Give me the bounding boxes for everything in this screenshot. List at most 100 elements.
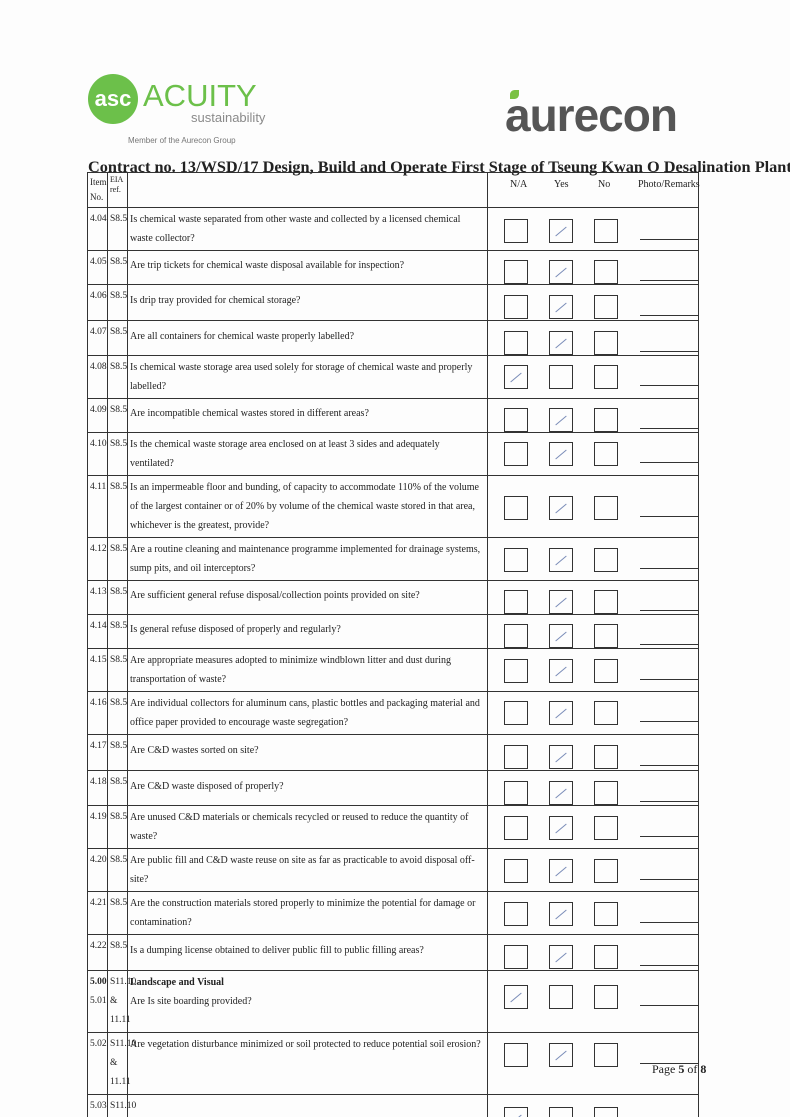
no-checkbox[interactable] [594,331,618,355]
no-checkbox[interactable] [594,295,618,319]
remarks-field[interactable] [640,568,698,569]
yes-checkbox[interactable] [549,331,573,355]
no-checkbox[interactable] [594,985,618,1009]
table-row: 4.04 S8.5 Is chemical waste separated from… [87,207,699,251]
remarks-field[interactable] [640,644,698,645]
no-checkbox[interactable] [594,859,618,883]
na-checkbox[interactable] [504,985,528,1009]
remarks-field[interactable] [640,679,698,680]
na-checkbox[interactable] [504,590,528,614]
na-checkbox[interactable] [504,442,528,466]
yes-checkbox[interactable] [549,701,573,725]
remarks-field[interactable] [640,428,698,429]
no-checkbox[interactable] [594,1107,618,1117]
item-number: 4.06 [90,291,107,301]
na-checkbox[interactable] [504,745,528,769]
na-header: N/A [510,179,528,190]
eia-ref: S8.5 [110,941,128,951]
remarks-field[interactable] [640,351,698,352]
na-checkbox[interactable] [504,659,528,683]
na-checkbox[interactable] [504,1107,528,1117]
remarks-field[interactable] [640,879,698,880]
na-checkbox[interactable] [504,624,528,648]
yes-checkbox[interactable] [549,295,573,319]
document-title: Contract no. 13/WSD/17 Design, Build and… [88,157,790,176]
yes-checkbox[interactable] [549,659,573,683]
yes-checkbox[interactable] [549,945,573,969]
yes-checkbox[interactable] [549,985,573,1009]
remarks-field[interactable] [640,239,698,240]
remarks-field[interactable] [640,801,698,802]
remarks-field[interactable] [640,721,698,722]
remarks-field[interactable] [640,1063,698,1064]
na-checkbox[interactable] [504,859,528,883]
yes-checkbox[interactable] [549,408,573,432]
yes-checkbox[interactable] [549,816,573,840]
no-checkbox[interactable] [594,590,618,614]
remarks-field[interactable] [640,516,698,517]
yes-checkbox[interactable] [549,1107,573,1117]
na-checkbox[interactable] [504,945,528,969]
no-checkbox[interactable] [594,408,618,432]
na-checkbox[interactable] [504,1043,528,1067]
remarks-field[interactable] [640,922,698,923]
na-checkbox[interactable] [504,816,528,840]
remarks-field[interactable] [640,1005,698,1006]
table-row: 4.16 S8.5 Are individual collectors for al… [87,691,699,735]
remarks-field[interactable] [640,385,698,386]
yes-checkbox[interactable] [549,219,573,243]
yes-checkbox[interactable] [549,590,573,614]
yes-checkbox[interactable] [549,624,573,648]
yes-checkbox[interactable] [549,548,573,572]
question-text: Is chemical waste storage area used sole… [130,362,473,392]
no-checkbox[interactable] [594,745,618,769]
yes-checkbox[interactable] [549,496,573,520]
no-checkbox[interactable] [594,496,618,520]
no-checkbox[interactable] [594,219,618,243]
na-checkbox[interactable] [504,496,528,520]
no-checkbox[interactable] [594,701,618,725]
na-checkbox[interactable] [504,781,528,805]
remarks-field[interactable] [640,315,698,316]
question-text: Are C&D waste disposed of properly? [130,780,284,792]
yes-checkbox[interactable] [549,1043,573,1067]
remarks-field[interactable] [640,836,698,837]
no-checkbox[interactable] [594,624,618,648]
yes-checkbox[interactable] [549,859,573,883]
yes-checkbox[interactable] [549,365,573,389]
no-checkbox[interactable] [594,260,618,284]
na-checkbox[interactable] [504,408,528,432]
na-checkbox[interactable] [504,365,528,389]
na-checkbox[interactable] [504,701,528,725]
remarks-field[interactable] [640,280,698,281]
na-checkbox[interactable] [504,331,528,355]
remarks-field[interactable] [640,965,698,966]
eia-ref: 11.11 [110,1077,131,1087]
na-checkbox[interactable] [504,219,528,243]
remarks-field[interactable] [640,765,698,766]
yes-checkbox[interactable] [549,260,573,284]
no-checkbox[interactable] [594,1043,618,1067]
no-checkbox[interactable] [594,945,618,969]
table-row: 4.17 S8.5 Are C&D wastes sorted on site? [87,734,699,771]
no-checkbox[interactable] [594,902,618,926]
yes-checkbox[interactable] [549,781,573,805]
no-checkbox[interactable] [594,442,618,466]
no-checkbox[interactable] [594,548,618,572]
no-checkbox[interactable] [594,365,618,389]
na-checkbox[interactable] [504,295,528,319]
item-number: 4.05 [90,257,107,267]
no-checkbox[interactable] [594,781,618,805]
yes-checkbox[interactable] [549,442,573,466]
na-checkbox[interactable] [504,260,528,284]
na-checkbox[interactable] [504,902,528,926]
na-checkbox[interactable] [504,548,528,572]
remarks-field[interactable] [640,462,698,463]
yes-checkbox[interactable] [549,745,573,769]
yes-checkbox[interactable] [549,902,573,926]
remarks-field[interactable] [640,610,698,611]
item-number: 4.09 [90,405,107,415]
no-checkbox[interactable] [594,659,618,683]
no-checkbox[interactable] [594,816,618,840]
eia-ref: S8.5 [110,855,128,865]
